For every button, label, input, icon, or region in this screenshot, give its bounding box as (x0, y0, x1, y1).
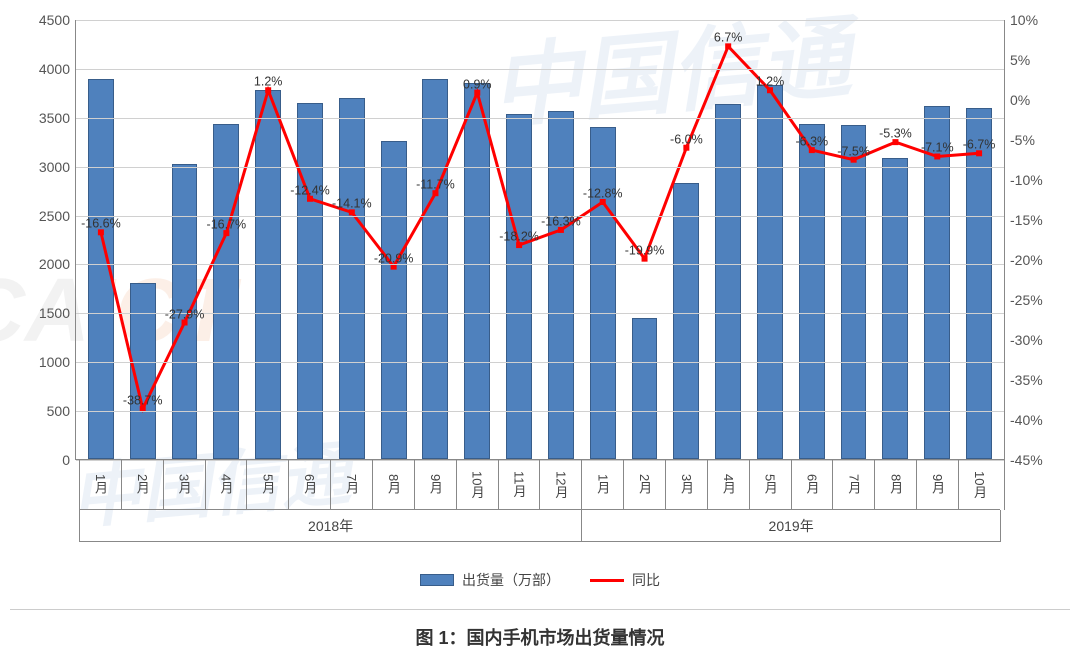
legend-line: 同比 (590, 570, 660, 590)
x-tick: 4月 (205, 460, 247, 510)
x-group: 2019年 (581, 510, 1001, 542)
y1-tick-label: 0 (62, 452, 76, 468)
y1-tick-label: 2000 (39, 256, 76, 272)
line-layer (76, 20, 1004, 459)
x-tick: 6月 (791, 460, 833, 510)
y1-tick-label: 500 (47, 403, 76, 419)
plot-area: 050010001500200025003000350040004500-45%… (75, 20, 1005, 460)
x-tick: 2月 (121, 460, 163, 510)
x-tick-labels: 1月2月3月4月5月6月7月8月9月10月11月12月1月2月3月4月5月6月7… (75, 460, 1005, 510)
y1-tick-label: 3000 (39, 159, 76, 175)
x-tick: 3月 (665, 460, 707, 510)
pct-label: -11.7% (416, 178, 455, 192)
x-axis: 1月2月3月4月5月6月7月8月9月10月11月12月1月2月3月4月5月6月7… (75, 460, 1005, 550)
shipment-chart: 中国信通 CAICT 中国信通 050010001500200025003000… (10, 10, 1070, 610)
y1-tick-label: 4500 (39, 12, 76, 28)
y2-tick-label: -30% (1004, 332, 1043, 348)
x-tick: 1月 (581, 460, 623, 510)
legend-line-label: 同比 (632, 570, 660, 590)
x-tick: 4月 (707, 460, 749, 510)
y2-tick-label: -40% (1004, 412, 1043, 428)
x-tick: 11月 (498, 460, 540, 510)
y1-tick-label: 4000 (39, 61, 76, 77)
pct-label: -6.3% (795, 135, 828, 149)
legend: 出货量（万部） 同比 (10, 570, 1070, 590)
pct-label: -27.9% (165, 307, 205, 321)
pct-label: -7.1% (921, 141, 954, 155)
y2-tick-label: -10% (1004, 172, 1043, 188)
x-tick: 9月 (916, 460, 958, 510)
pct-label: -20.9% (374, 251, 414, 265)
y2-tick-label: -45% (1004, 452, 1043, 468)
x-tick: 7月 (832, 460, 874, 510)
x-tick: 7月 (330, 460, 372, 510)
pct-label: -16.6% (81, 217, 121, 231)
y1-tick-label: 1500 (39, 305, 76, 321)
y2-tick-label: -15% (1004, 212, 1043, 228)
x-tick: 5月 (749, 460, 791, 510)
x-tick: 10月 (456, 460, 498, 510)
y1-tick-label: 2500 (39, 208, 76, 224)
pct-label: -12.8% (583, 187, 623, 201)
pct-label: -5.3% (879, 127, 912, 141)
pct-label: 6.7% (714, 31, 743, 45)
pct-label: -6.0% (670, 132, 703, 146)
line-swatch (590, 579, 624, 582)
y1-tick-label: 3500 (39, 110, 76, 126)
pct-label: -19.9% (625, 243, 665, 257)
pct-label: -16.3% (541, 215, 581, 229)
pct-label: -16.7% (207, 218, 247, 232)
x-tick: 10月 (958, 460, 1000, 510)
x-tick: 2月 (623, 460, 665, 510)
y2-tick-label: 5% (1004, 52, 1030, 68)
pct-label: -7.5% (837, 144, 870, 158)
y1-tick-label: 1000 (39, 354, 76, 370)
x-tick: 1月 (79, 460, 121, 510)
pct-label: -18.2% (499, 230, 539, 244)
x-tick: 8月 (874, 460, 916, 510)
pct-label: -14.1% (332, 197, 372, 211)
y2-tick-label: -35% (1004, 372, 1043, 388)
x-tick: 6月 (288, 460, 330, 510)
legend-bar-label: 出货量（万部） (462, 570, 560, 590)
x-tick: 12月 (539, 460, 581, 510)
pct-label: 1.2% (254, 75, 283, 89)
figure-caption: 图 1：国内手机市场出货量情况 (10, 624, 1070, 650)
x-tick: 9月 (414, 460, 456, 510)
y2-tick-label: 10% (1004, 12, 1038, 28)
y2-tick-label: -25% (1004, 292, 1043, 308)
x-tick: 8月 (372, 460, 414, 510)
pct-label: 1.2% (756, 75, 785, 89)
x-group: 2018年 (79, 510, 581, 542)
x-tick: 3月 (163, 460, 205, 510)
x-group-labels: 2018年2019年 (75, 510, 1005, 542)
bar-swatch (420, 574, 454, 586)
pct-label: 0.9% (463, 77, 492, 91)
legend-bar: 出货量（万部） (420, 570, 560, 590)
x-tick: 5月 (246, 460, 288, 510)
pct-label: -38.7% (123, 393, 163, 407)
y2-tick-label: -20% (1004, 252, 1043, 268)
pct-label: -12.4% (290, 183, 330, 197)
y2-tick-label: -5% (1004, 132, 1035, 148)
pct-label: -6.7% (963, 138, 996, 152)
y2-tick-label: 0% (1004, 92, 1030, 108)
